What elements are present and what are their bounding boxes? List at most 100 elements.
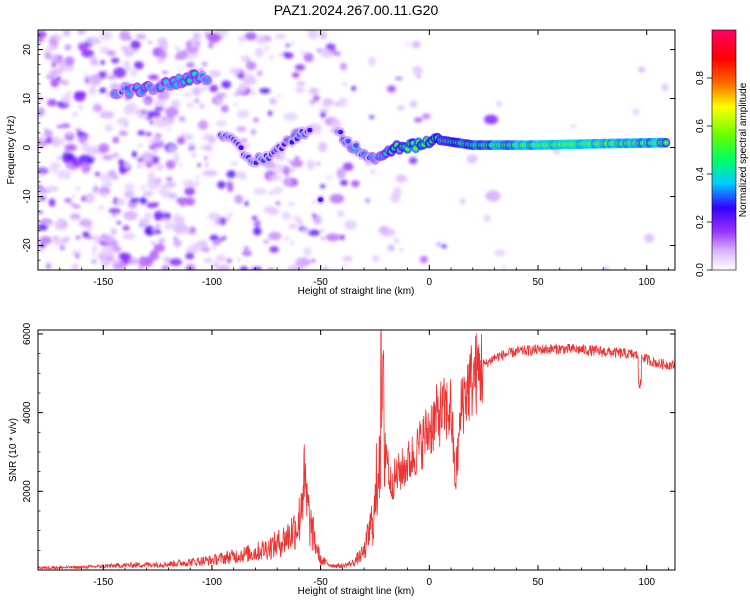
y-tick-label: 4000 [22, 401, 33, 424]
spectrogram-cell [104, 123, 113, 133]
spectrogram-cell [39, 235, 52, 245]
spectrogram-cell [306, 159, 316, 170]
spectrogram-cell [175, 50, 188, 60]
spectrogram-cell [124, 162, 131, 169]
spectrogram-cell [275, 201, 281, 205]
colorbar-ticks: 0.0 0.2 0.4 0.6 0.8 [695, 71, 712, 277]
spectrogram-cell [483, 214, 491, 222]
spectrogram-cell [290, 159, 303, 168]
spectrogram-cell [412, 66, 423, 76]
spectrogram-cell [282, 177, 293, 187]
spectrogram-cell [326, 175, 332, 179]
spectrogram-cell [496, 100, 502, 107]
spectrogram-cell [116, 117, 129, 126]
spectrogram-cell [331, 119, 342, 130]
spectrogram-cell [370, 169, 376, 175]
spectrogram-cell [268, 55, 275, 59]
spectrogram-cell [287, 264, 297, 270]
spectrogram-cell [253, 117, 259, 122]
spectrogram-cell [244, 76, 257, 86]
spectrogram-cell [137, 143, 143, 149]
spectrogram-cell [173, 155, 180, 164]
spectrogram-cell [74, 254, 80, 258]
spectrogram-cell [38, 107, 45, 117]
spectrogram-cell [148, 74, 159, 81]
spectrogram-cell [165, 106, 179, 118]
spectrogram-cell [49, 161, 60, 173]
ridge-core [345, 138, 351, 144]
spectrogram-cell [226, 170, 237, 179]
spectrogram-cell [92, 145, 100, 154]
x-tick-label: -150 [93, 277, 113, 288]
spectrogram-cell [38, 137, 44, 146]
spectrogram-cell [406, 42, 410, 46]
spectrogram-cell [148, 40, 153, 44]
spectrogram-cell [236, 126, 247, 132]
spectrogram-cell [380, 228, 396, 237]
spectrogram-cell [127, 201, 138, 209]
spectrogram-cell [321, 49, 334, 59]
spectrogram-cell [50, 78, 60, 88]
spectrogram-cell [133, 61, 144, 70]
spectrogram-cell [45, 46, 53, 54]
spectrogram-cell [139, 223, 143, 227]
spectrogram-cell [214, 97, 222, 104]
spectrogram-cell [186, 267, 192, 270]
spectrogram-cell [291, 42, 295, 45]
spectrogram-cell [162, 70, 167, 75]
spectrogram-cell [100, 60, 105, 65]
spectrogram-cell [207, 212, 221, 221]
spectrogram-cell [38, 95, 44, 103]
spectrogram-cell [89, 56, 98, 66]
ridge-core [663, 140, 669, 146]
spectrogram-cell [485, 190, 501, 202]
spectrogram-cell [166, 176, 173, 182]
spectrogram-cell [157, 95, 162, 99]
spectrogram-cell [110, 228, 118, 235]
spectrogram-cell [340, 179, 348, 186]
spectrogram-cell [164, 118, 175, 124]
spectrogram-cell [116, 221, 122, 225]
spectrogram-cell [237, 73, 245, 79]
spectrogram-cell [368, 56, 376, 67]
spectrogram-cell [156, 57, 166, 64]
spectrogram-cell [275, 238, 280, 242]
spectrogram-cell [124, 183, 135, 192]
spectrogram-cell [118, 158, 124, 165]
spectrogram-cell [118, 130, 128, 136]
colorbar: 0.0 0.2 0.4 0.6 0.8 Normalized spectral ampl… [695, 29, 749, 277]
spectrogram-cell [268, 190, 274, 196]
spectrogram-cell [148, 110, 161, 118]
spectrogram-cell [38, 38, 44, 43]
spectrogram-cell [72, 111, 78, 117]
spectrogram-cell [409, 100, 418, 108]
spectrogram-cell [123, 60, 131, 68]
spectrogram-cell [365, 198, 370, 204]
spectrogram-cell [137, 267, 143, 270]
spectrogram-cell [168, 145, 176, 152]
spectrogram-cell [268, 232, 282, 240]
spectrogram-cell [53, 236, 58, 240]
spectrogram-cell [235, 171, 246, 178]
spectrogram-cell [309, 99, 316, 105]
spectrogram-cell [151, 155, 160, 165]
spectrogram-cell [212, 240, 221, 246]
spectrogram-cell [197, 163, 201, 167]
spectrogram-cell [344, 219, 357, 230]
spectrogram-cell [390, 192, 401, 204]
spectrogram-cell [142, 190, 154, 197]
spectrogram-cell [58, 61, 68, 72]
spectrogram-cell [661, 83, 669, 92]
spectrogram-cell [195, 175, 200, 179]
spectrogram-cell [51, 136, 60, 148]
spectrogram-cell [342, 162, 354, 171]
spectrogram-cell [77, 42, 88, 51]
spectrogram-cell [77, 105, 84, 109]
spectrogram-cell [218, 238, 225, 242]
spectrogram-cell [251, 215, 258, 221]
spectrogram-cell [106, 50, 116, 57]
spectrogram-cell [101, 246, 114, 257]
spectrogram-cell [203, 156, 208, 160]
spectrogram-cell [99, 30, 113, 41]
